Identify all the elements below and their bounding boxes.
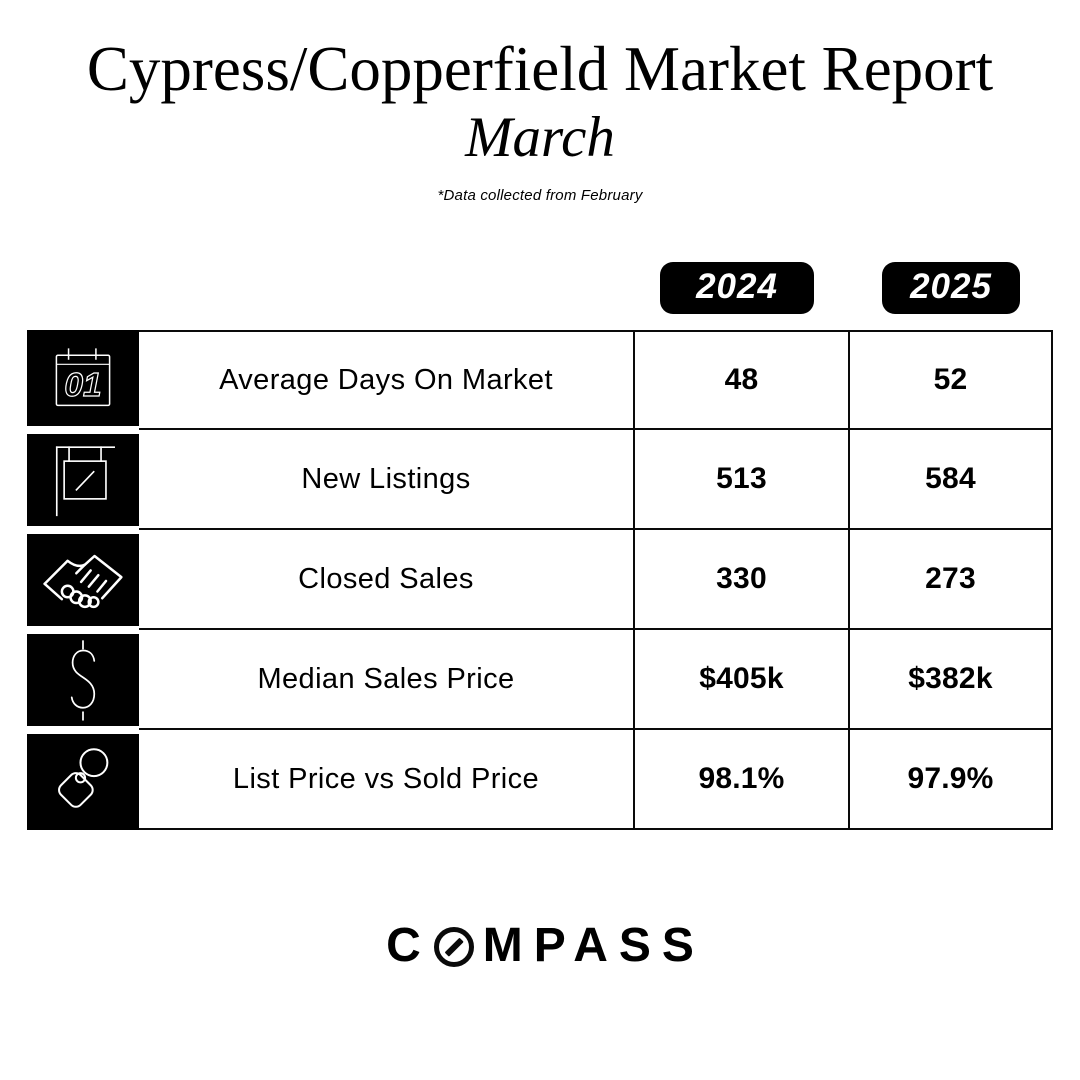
metric-value-2024: 48 (633, 330, 848, 430)
metric-label: List Price vs Sold Price (139, 730, 633, 830)
report-month: March (465, 106, 615, 169)
metric-value-2024: $405k (633, 630, 848, 730)
metric-label: Average Days On Market (139, 330, 633, 430)
metric-label: Median Sales Price (139, 630, 633, 730)
compass-logo-prefix: C (386, 919, 432, 972)
metric-label: Closed Sales (139, 530, 633, 630)
data-collection-note: *Data collected from February (437, 187, 643, 204)
handshake-icon (27, 530, 139, 630)
page-title: Cypress/Copperfield Market Report (86, 34, 994, 104)
metric-value-2024: 330 (633, 530, 848, 630)
dollar-icon (27, 630, 139, 730)
sign-icon (27, 430, 139, 530)
compass-logo: C MPASS (0, 922, 1080, 970)
metric-value-2024: 98.1% (633, 730, 848, 830)
metric-value-2025: 584 (848, 430, 1053, 530)
metric-label: New Listings (139, 430, 633, 530)
metric-value-2025: 273 (848, 530, 1053, 630)
compass-o-slash-icon (433, 927, 474, 967)
metric-value-2025: 52 (848, 330, 1053, 430)
year-badge-2024: 2024 (660, 262, 814, 314)
tag-icon (27, 730, 139, 830)
year-badge-2025: 2025 (882, 262, 1020, 314)
compass-logo-suffix: MPASS (482, 919, 705, 972)
metric-value-2024: 513 (633, 430, 848, 530)
metric-value-2025: 97.9% (848, 730, 1053, 830)
metrics-table: 01 Average Days On Market 48 52 New List… (27, 330, 1053, 830)
calendar-icon: 01 (27, 330, 139, 430)
svg-text:01: 01 (64, 367, 101, 404)
metric-value-2025: $382k (848, 630, 1053, 730)
